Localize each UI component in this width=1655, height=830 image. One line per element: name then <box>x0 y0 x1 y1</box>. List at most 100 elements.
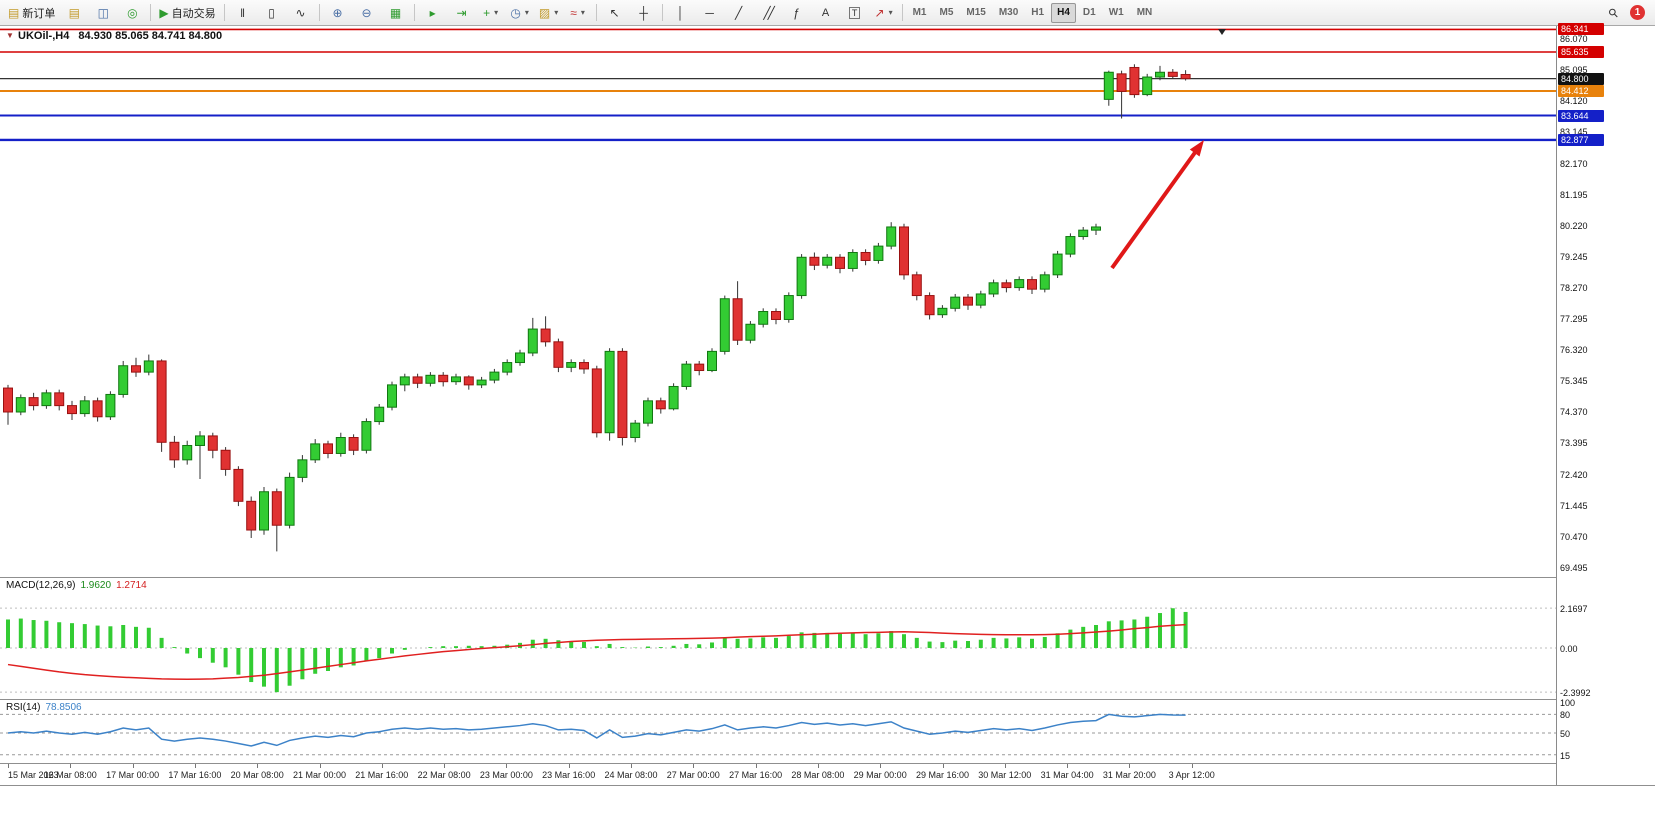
candle-body <box>1129 66 1140 96</box>
vertical-line-button[interactable]: │ <box>667 2 695 24</box>
crosshair-icon: ┼ <box>639 5 648 20</box>
trendline-button[interactable]: ╱ <box>725 2 753 24</box>
timeframe-mn[interactable]: MN <box>1136 7 1153 18</box>
timeframe-m5[interactable]: M5 <box>939 7 954 18</box>
time-tick <box>942 764 944 768</box>
price-axis-label: 79.245 <box>1560 251 1588 262</box>
candle-body <box>412 376 423 384</box>
data-window-button[interactable]: ◫ <box>89 2 117 24</box>
search-button[interactable]: ⚲ <box>1599 2 1627 24</box>
timeframe-h1[interactable]: H1 <box>1031 7 1045 18</box>
text-icon: A <box>821 6 830 19</box>
price-badge: 84.800 <box>1558 72 1604 85</box>
bar-chart-button[interactable]: ‖ <box>229 2 257 24</box>
time-tick <box>1004 764 1006 768</box>
time-tick <box>1129 764 1131 768</box>
new-order-button[interactable]: ▤ 新订单 <box>4 2 59 24</box>
time-tick <box>1067 764 1069 768</box>
time-axis-label: 28 Mar 08:00 <box>791 770 845 780</box>
time-axis[interactable]: 15 Mar 2023 16 Mar 08:00 17 Mar 00:00 17 Ma… <box>0 764 1655 785</box>
time-tick <box>194 764 196 768</box>
autoscroll-button[interactable]: ▸ <box>419 2 447 24</box>
zoom-out-button[interactable]: ⊖ <box>353 2 381 24</box>
oneclick-trading-icon[interactable]: ▼ <box>6 31 14 40</box>
arrows-button[interactable]: ↗ ▾ <box>870 2 898 24</box>
price-axis-label: 69.495 <box>1560 562 1588 573</box>
fibonacci-button[interactable]: ƒ <box>783 2 811 24</box>
candle-body <box>668 385 679 410</box>
candle-body <box>1180 73 1191 80</box>
candle-body <box>732 298 743 341</box>
candle-body <box>207 435 218 451</box>
candle-chart-button[interactable]: ▯ <box>258 2 286 24</box>
toolbar-separator <box>595 4 597 21</box>
chevron-down-icon: ▾ <box>580 8 585 17</box>
candle-body <box>591 368 602 434</box>
navigator-icon: ◎ <box>127 5 138 20</box>
data-window-icon: ◫ <box>97 5 110 20</box>
candle-body <box>3 387 13 413</box>
candle-body <box>361 421 372 451</box>
cursor-button[interactable]: ↖ <box>601 2 629 24</box>
period-button[interactable]: ◷ ▾ <box>506 2 534 24</box>
chart-shift-button[interactable]: ⇥ <box>448 2 476 24</box>
grid-button[interactable]: ▦ <box>382 2 410 24</box>
indicators-button[interactable]: ≈ ▾ <box>564 2 592 24</box>
timeframe-w1[interactable]: W1 <box>1108 7 1124 18</box>
price-axis[interactable]: 86.070 85.095 84.120 83.145 82.170 81.195 80.2… <box>1556 23 1655 785</box>
crosshair-button[interactable]: ┼ <box>630 2 658 24</box>
candle-body <box>105 393 116 418</box>
panel-divider[interactable] <box>0 577 1655 578</box>
timeframe-d1[interactable]: D1 <box>1082 7 1096 18</box>
price-axis-label: 70.470 <box>1560 531 1588 542</box>
candle-body <box>156 360 167 443</box>
market-watch-button[interactable]: ▤ <box>60 2 88 24</box>
candle-body <box>348 437 359 451</box>
candle-body <box>771 311 781 320</box>
price-axis-label: 84.120 <box>1560 96 1588 107</box>
time-axis-label: 16 Mar 08:00 <box>43 770 97 780</box>
candle-body <box>297 459 308 478</box>
new-chart-button[interactable]: + ▾ <box>477 2 505 24</box>
candle-body <box>41 392 52 407</box>
rsi-label: RSI(14) 78.8506 <box>6 702 82 713</box>
notification-badge[interactable]: 1 <box>1630 5 1645 20</box>
rsi-panel[interactable] <box>0 700 1556 763</box>
timeframe-m1[interactable]: M1 <box>912 7 927 18</box>
price-axis-label: 83.145 <box>1560 127 1588 138</box>
macd-panel[interactable] <box>0 578 1556 700</box>
new-chart-icon: + <box>483 5 491 20</box>
main-price-chart[interactable] <box>0 26 1556 578</box>
chevron-down-icon: ▾ <box>494 8 499 17</box>
triangle-marker-icon[interactable] <box>1218 29 1226 35</box>
timeframe-m30[interactable]: M30 <box>998 7 1019 18</box>
candle-body <box>847 251 858 269</box>
zoom-in-button[interactable]: ⊕ <box>324 2 352 24</box>
candle-body <box>15 397 26 413</box>
templates-button[interactable]: ▨ ▾ <box>535 2 563 24</box>
macd-signal-line <box>7 623 1186 681</box>
trend-arrow-head[interactable] <box>1189 136 1209 157</box>
channel-button[interactable]: ╱╱ <box>754 2 782 24</box>
price-axis-label: 73.395 <box>1560 438 1588 449</box>
price-badge: 85.635 <box>1558 45 1604 58</box>
text-button[interactable]: A <box>812 2 840 24</box>
time-tick <box>817 764 819 768</box>
time-axis-label: 23 Mar 00:00 <box>479 770 533 780</box>
horizontal-line-button[interactable]: ─ <box>696 2 724 24</box>
line-chart-button[interactable]: ∿ <box>287 2 315 24</box>
trend-arrow[interactable] <box>1110 148 1199 270</box>
time-tick <box>568 764 570 768</box>
timeframe-h4[interactable]: H4 <box>1051 2 1076 23</box>
panel-divider[interactable] <box>0 699 1655 700</box>
text-label-button[interactable]: T <box>841 2 869 24</box>
time-axis-label: 31 Mar 04:00 <box>1040 770 1094 780</box>
navigator-button[interactable]: ◎ <box>118 2 146 24</box>
autotrade-button[interactable]: ▶ 自动交易 <box>155 2 219 24</box>
candle-body <box>1014 279 1025 289</box>
price-axis-label: 75.345 <box>1560 376 1588 387</box>
text-label-icon: T <box>848 6 861 19</box>
candle-body <box>630 422 641 439</box>
timeframe-m15[interactable]: M15 <box>966 7 986 18</box>
candle-body <box>694 363 705 372</box>
